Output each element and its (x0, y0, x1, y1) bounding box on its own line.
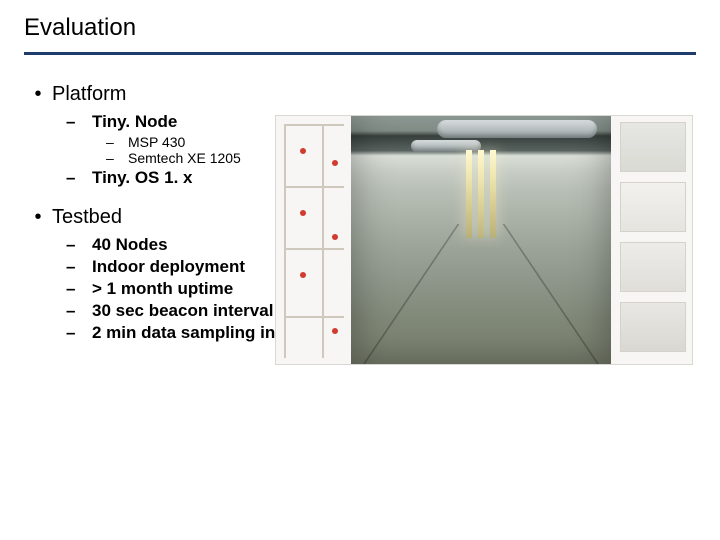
thumbnail (620, 242, 686, 292)
dash-icon: – (106, 150, 128, 166)
dash-icon: – (66, 235, 92, 255)
l2-label: 40 Nodes (92, 235, 168, 255)
l2-label: Tiny. Node (92, 112, 177, 132)
dash-icon: – (66, 257, 92, 277)
perspective-line (363, 224, 459, 364)
duct-icon (437, 120, 597, 138)
dash-icon: – (66, 168, 92, 188)
dash-icon: – (66, 279, 92, 299)
sensor-dot-icon (300, 148, 306, 154)
l2-label: Indoor deployment (92, 257, 245, 277)
floorplan-line (284, 248, 344, 250)
floorplan-line (284, 316, 344, 318)
floorplan-line (284, 124, 286, 358)
thumbnail (620, 302, 686, 352)
thumbnail (620, 122, 686, 172)
l1-label: Platform (52, 83, 126, 106)
l2-label: 30 sec beacon interval (92, 301, 273, 321)
thumbnail (620, 182, 686, 232)
sensor-dot-icon (332, 328, 338, 334)
bullet-dot-icon: • (24, 206, 52, 229)
sensor-dot-icon (332, 234, 338, 240)
l2-label: > 1 month uptime (92, 279, 233, 299)
ceiling-lights-icon (478, 150, 484, 238)
dash-icon: – (66, 323, 92, 343)
floorplan-line (322, 124, 324, 358)
testbed-composite-image (275, 115, 693, 365)
dash-icon: – (106, 134, 128, 150)
bullet-dot-icon: • (24, 83, 52, 106)
l2-label: Tiny. OS 1. x (92, 168, 192, 188)
l3-label: Semtech XE 1205 (128, 150, 241, 166)
sensor-dot-icon (332, 160, 338, 166)
l1-label: Testbed (52, 206, 122, 229)
page-title: Evaluation (0, 0, 720, 52)
dash-icon: – (66, 112, 92, 132)
sensor-dot-icon (300, 210, 306, 216)
perspective-line (503, 224, 599, 364)
hallway-photo (351, 116, 611, 364)
floorplan-line (284, 186, 344, 188)
dash-icon: – (66, 301, 92, 321)
floorplan-line (284, 124, 344, 126)
l3-label: MSP 430 (128, 134, 185, 150)
sensor-dot-icon (300, 272, 306, 278)
